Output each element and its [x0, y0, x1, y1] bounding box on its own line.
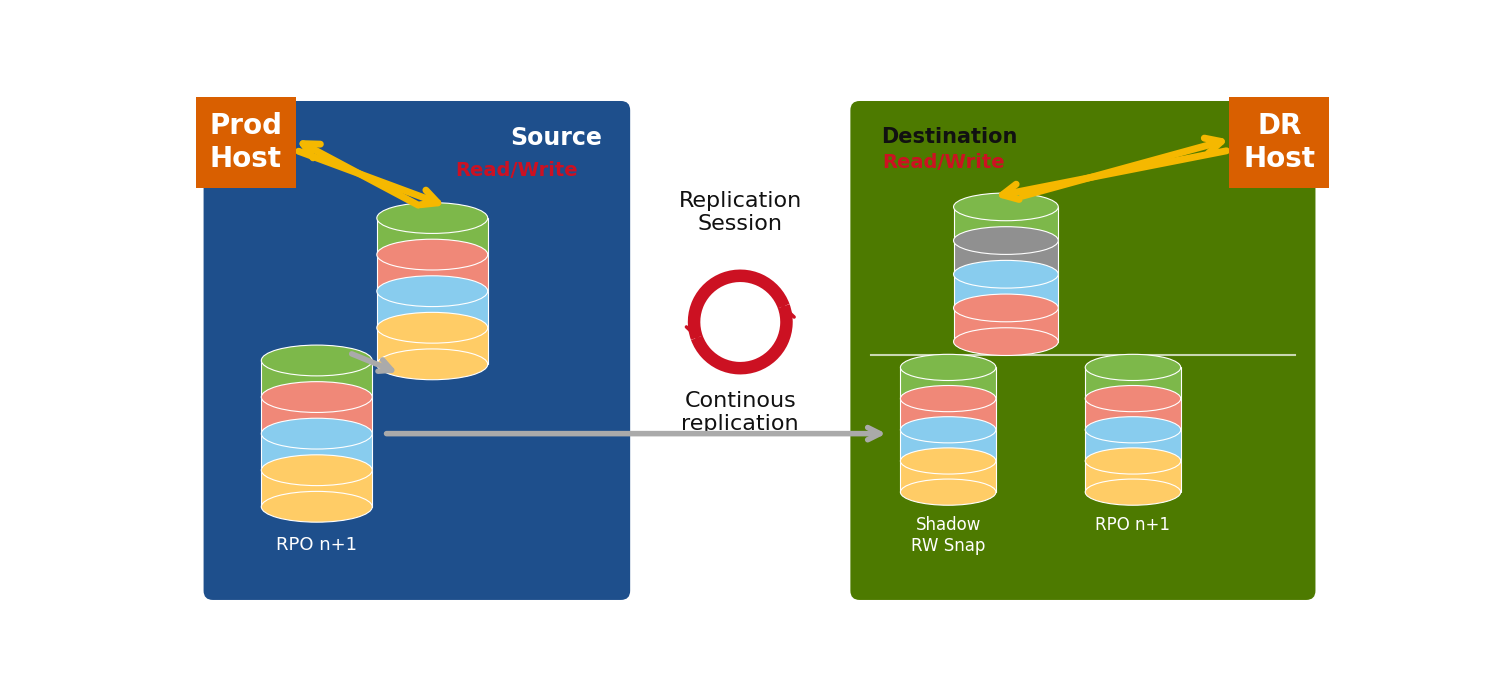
Polygon shape	[900, 461, 995, 492]
Text: Continous
replication: Continous replication	[682, 391, 799, 434]
Ellipse shape	[1085, 479, 1180, 505]
Ellipse shape	[262, 491, 372, 522]
Polygon shape	[954, 274, 1058, 308]
Ellipse shape	[954, 328, 1058, 355]
Ellipse shape	[954, 294, 1058, 322]
Polygon shape	[900, 398, 995, 430]
Polygon shape	[900, 430, 995, 461]
Ellipse shape	[900, 385, 995, 412]
Ellipse shape	[900, 355, 995, 380]
Polygon shape	[376, 255, 488, 291]
Ellipse shape	[954, 193, 1058, 221]
Ellipse shape	[954, 227, 1058, 255]
Ellipse shape	[954, 260, 1058, 288]
Polygon shape	[1085, 430, 1180, 461]
Polygon shape	[1085, 461, 1180, 492]
Text: Read/Write: Read/Write	[882, 153, 1006, 171]
Polygon shape	[262, 360, 372, 397]
Ellipse shape	[1085, 385, 1180, 412]
Text: Destination: Destination	[881, 127, 1018, 147]
FancyBboxPatch shape	[1229, 97, 1329, 188]
Polygon shape	[1085, 367, 1180, 398]
FancyBboxPatch shape	[196, 97, 296, 188]
Ellipse shape	[900, 416, 995, 443]
Polygon shape	[900, 367, 995, 398]
Text: Prod
Host: Prod Host	[210, 112, 283, 173]
Polygon shape	[954, 207, 1058, 241]
Ellipse shape	[1085, 416, 1180, 443]
Polygon shape	[262, 397, 372, 434]
Ellipse shape	[262, 345, 372, 376]
Polygon shape	[954, 308, 1058, 341]
Polygon shape	[376, 218, 488, 255]
Ellipse shape	[1085, 448, 1180, 474]
Text: Source: Source	[510, 126, 601, 150]
Ellipse shape	[262, 382, 372, 412]
Ellipse shape	[900, 479, 995, 505]
Polygon shape	[376, 328, 488, 364]
Text: Replication
Session: Replication Session	[679, 191, 802, 235]
Ellipse shape	[376, 276, 488, 307]
Polygon shape	[376, 291, 488, 328]
FancyBboxPatch shape	[850, 101, 1315, 600]
Ellipse shape	[262, 455, 372, 486]
Text: DR
Host: DR Host	[1244, 112, 1315, 173]
Polygon shape	[1085, 398, 1180, 430]
FancyBboxPatch shape	[204, 101, 629, 600]
Polygon shape	[262, 471, 372, 507]
Ellipse shape	[1085, 355, 1180, 380]
Ellipse shape	[376, 239, 488, 270]
Ellipse shape	[900, 448, 995, 474]
Text: RPO n+1: RPO n+1	[277, 536, 357, 554]
Ellipse shape	[262, 418, 372, 449]
Polygon shape	[954, 241, 1058, 274]
Ellipse shape	[376, 203, 488, 233]
Ellipse shape	[376, 349, 488, 380]
Ellipse shape	[376, 312, 488, 343]
Text: Read/Write: Read/Write	[455, 161, 577, 180]
Text: RPO n+1: RPO n+1	[1095, 516, 1171, 534]
Polygon shape	[262, 434, 372, 471]
Text: Shadow
RW Snap: Shadow RW Snap	[911, 516, 985, 555]
